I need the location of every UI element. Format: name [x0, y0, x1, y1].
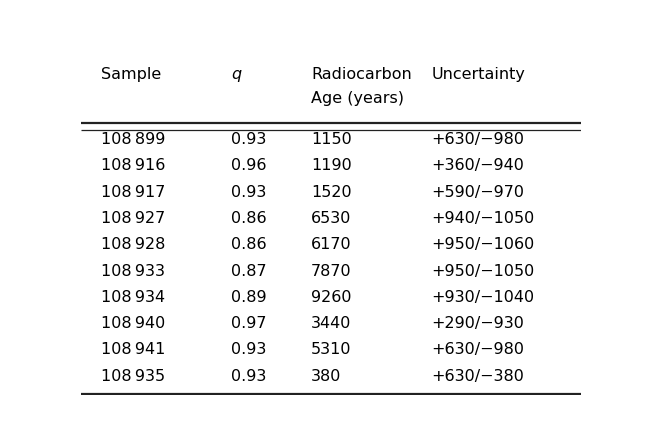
Text: Sample: Sample: [101, 67, 161, 82]
Text: Uncertainty: Uncertainty: [432, 67, 525, 82]
Text: +360/−940: +360/−940: [432, 158, 524, 173]
Text: Radiocarbon: Radiocarbon: [311, 67, 412, 82]
Text: +950/−1060: +950/−1060: [432, 237, 534, 252]
Text: +630/−980: +630/−980: [432, 342, 524, 357]
Text: 108 928: 108 928: [101, 237, 165, 252]
Text: +930/−1040: +930/−1040: [432, 290, 534, 305]
Text: 5310: 5310: [311, 342, 351, 357]
Text: 0.93: 0.93: [231, 185, 266, 199]
Text: 380: 380: [311, 369, 342, 384]
Text: +630/−980: +630/−980: [432, 132, 524, 147]
Text: 108 934: 108 934: [101, 290, 165, 305]
Text: 108 916: 108 916: [101, 158, 165, 173]
Text: 3440: 3440: [311, 316, 351, 331]
Text: 0.86: 0.86: [231, 211, 267, 226]
Text: 0.93: 0.93: [231, 369, 266, 384]
Text: 9260: 9260: [311, 290, 351, 305]
Text: 108 927: 108 927: [101, 211, 165, 226]
Text: 0.93: 0.93: [231, 342, 266, 357]
Text: 108 933: 108 933: [101, 263, 165, 278]
Text: 0.86: 0.86: [231, 237, 267, 252]
Text: 0.97: 0.97: [231, 316, 266, 331]
Text: 0.89: 0.89: [231, 290, 267, 305]
Text: 108 941: 108 941: [101, 342, 165, 357]
Text: 1190: 1190: [311, 158, 352, 173]
Text: 108 899: 108 899: [101, 132, 165, 147]
Text: 6170: 6170: [311, 237, 351, 252]
Text: 1520: 1520: [311, 185, 351, 199]
Text: 6530: 6530: [311, 211, 351, 226]
Text: +630/−380: +630/−380: [432, 369, 524, 384]
Text: 108 917: 108 917: [101, 185, 165, 199]
Text: 108 940: 108 940: [101, 316, 165, 331]
Text: 1150: 1150: [311, 132, 352, 147]
Text: 108 935: 108 935: [101, 369, 165, 384]
Text: Age (years): Age (years): [311, 91, 404, 106]
Text: +950/−1050: +950/−1050: [432, 263, 534, 278]
Text: q: q: [231, 67, 241, 82]
Text: +590/−970: +590/−970: [432, 185, 524, 199]
Text: +290/−930: +290/−930: [432, 316, 524, 331]
Text: +940/−1050: +940/−1050: [432, 211, 534, 226]
Text: 0.96: 0.96: [231, 158, 266, 173]
Text: 0.87: 0.87: [231, 263, 267, 278]
Text: 0.93: 0.93: [231, 132, 266, 147]
Text: 7870: 7870: [311, 263, 351, 278]
